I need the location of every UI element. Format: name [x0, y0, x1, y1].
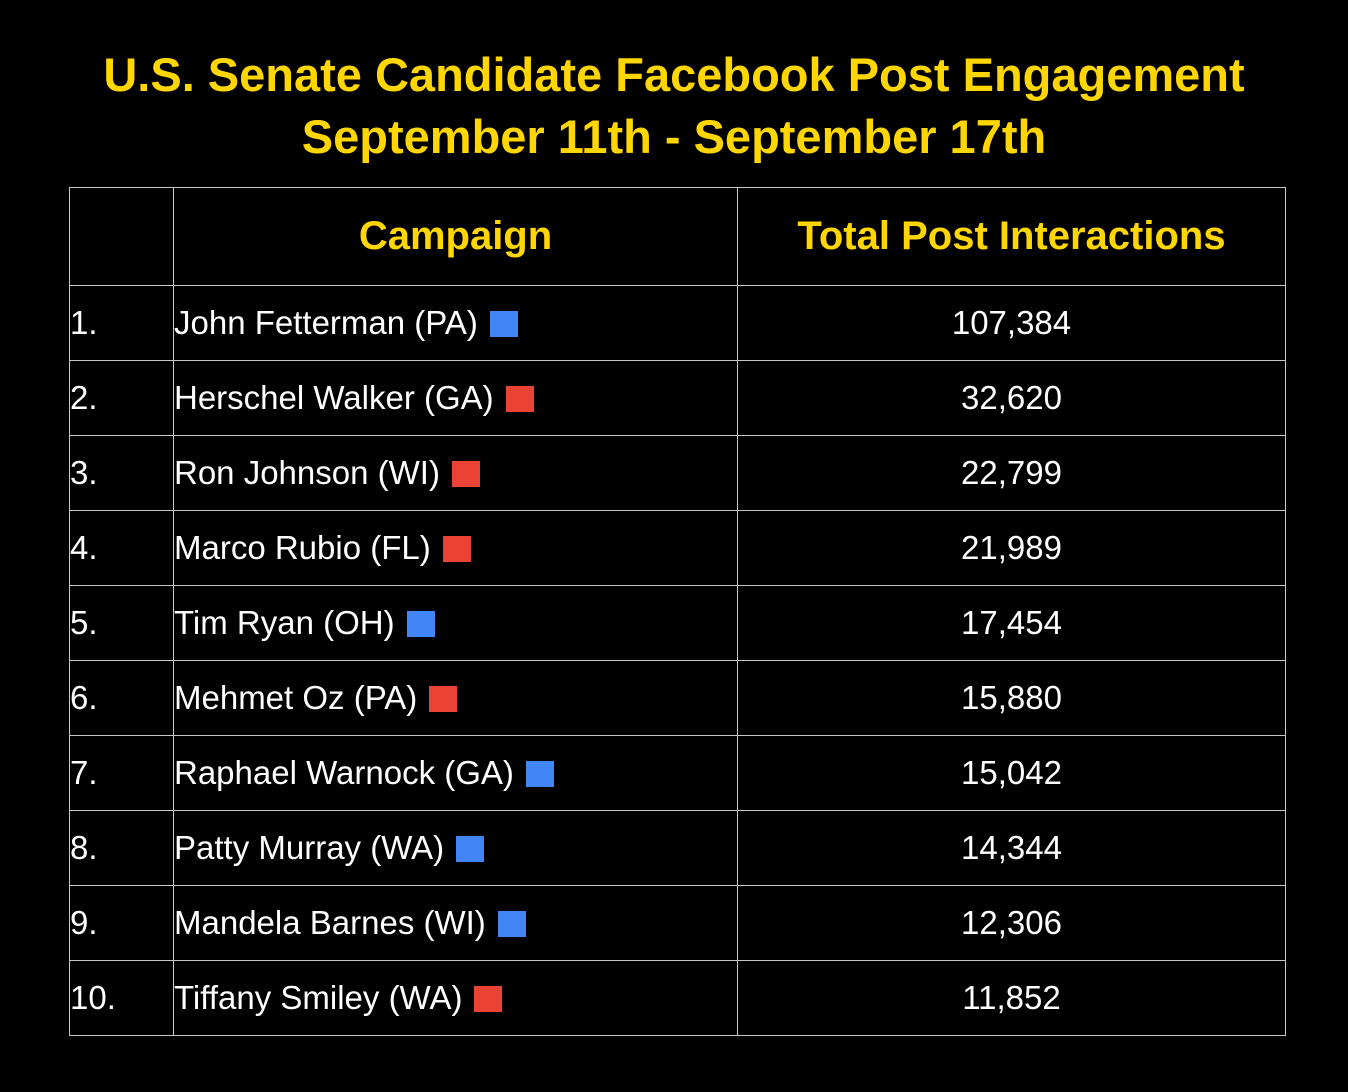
rank-cell: 2. [69, 360, 174, 436]
table-body: 1. John Fetterman (PA) 107,384 2. Herschel W… [69, 285, 1286, 1036]
interactions-cell: 12,306 [737, 885, 1286, 961]
table-row: 9. Mandela Barnes (WI) 12,306 [69, 885, 1286, 961]
campaign-cell: Marco Rubio (FL) [173, 510, 738, 586]
table-row: 5. Tim Ryan (OH) 17,454 [69, 585, 1286, 661]
rank-cell: 4. [69, 510, 174, 586]
table-row: 10. Tiffany Smiley (WA) 11,852 [69, 960, 1286, 1036]
table-row: 2. Herschel Walker (GA) 32,620 [69, 360, 1286, 436]
table-row: 3. Ron Johnson (WI) 22,799 [69, 435, 1286, 511]
campaign-name: Herschel Walker (GA) [174, 379, 494, 416]
campaign-cell: Tim Ryan (OH) [173, 585, 738, 661]
header-interactions: Total Post Interactions [737, 187, 1286, 286]
campaign-cell: Ron Johnson (WI) [173, 435, 738, 511]
party-color-square-icon [429, 686, 458, 712]
campaign-name: Tim Ryan (OH) [174, 604, 395, 641]
interactions-cell: 15,042 [737, 735, 1286, 811]
rank-cell: 6. [69, 660, 174, 736]
header-rank [69, 187, 174, 286]
campaign-name: Mehmet Oz (PA) [174, 679, 418, 716]
table-row: 1. John Fetterman (PA) 107,384 [69, 285, 1286, 361]
campaign-name: Ron Johnson (WI) [174, 454, 440, 491]
campaign-name: John Fetterman (PA) [174, 304, 478, 341]
rank-cell: 3. [69, 435, 174, 511]
header-row: Campaign Total Post Interactions [69, 187, 1286, 286]
campaign-name: Mandela Barnes (WI) [174, 904, 486, 941]
table-row: 6. Mehmet Oz (PA) 15,880 [69, 660, 1286, 736]
party-color-square-icon [456, 836, 485, 862]
rank-cell: 5. [69, 585, 174, 661]
party-color-square-icon [505, 386, 534, 412]
table-row: 7. Raphael Warnock (GA) 15,042 [69, 735, 1286, 811]
interactions-cell: 32,620 [737, 360, 1286, 436]
party-color-square-icon [406, 611, 435, 637]
interactions-cell: 17,454 [737, 585, 1286, 661]
campaign-cell: Patty Murray (WA) [173, 810, 738, 886]
chart-title: U.S. Senate Candidate Facebook Post Enga… [0, 44, 1348, 168]
title-line-1: U.S. Senate Candidate Facebook Post Enga… [103, 48, 1245, 101]
header-campaign: Campaign [173, 187, 738, 286]
campaign-cell: Mandela Barnes (WI) [173, 885, 738, 961]
rank-cell: 8. [69, 810, 174, 886]
party-color-square-icon [525, 761, 554, 787]
title-line-2: September 11th - September 17th [301, 110, 1047, 163]
rank-cell: 1. [69, 285, 174, 361]
campaign-name: Patty Murray (WA) [174, 829, 445, 866]
party-color-square-icon [497, 911, 526, 937]
campaign-cell: John Fetterman (PA) [173, 285, 738, 361]
interactions-cell: 15,880 [737, 660, 1286, 736]
table-row: 4. Marco Rubio (FL) 21,989 [69, 510, 1286, 586]
campaign-cell: Tiffany Smiley (WA) [173, 960, 738, 1036]
rank-cell: 10. [69, 960, 174, 1036]
campaign-cell: Raphael Warnock (GA) [173, 735, 738, 811]
party-color-square-icon [451, 461, 480, 487]
interactions-cell: 22,799 [737, 435, 1286, 511]
interactions-cell: 107,384 [737, 285, 1286, 361]
rank-cell: 9. [69, 885, 174, 961]
campaign-name: Tiffany Smiley (WA) [174, 979, 463, 1016]
campaign-name: Marco Rubio (FL) [174, 529, 431, 566]
campaign-name: Raphael Warnock (GA) [174, 754, 514, 791]
campaign-cell: Mehmet Oz (PA) [173, 660, 738, 736]
party-color-square-icon [489, 311, 518, 337]
ranking-table: Campaign Total Post Interactions 1. John … [69, 187, 1286, 1036]
rank-cell: 7. [69, 735, 174, 811]
table-row: 8. Patty Murray (WA) 14,344 [69, 810, 1286, 886]
interactions-cell: 14,344 [737, 810, 1286, 886]
campaign-cell: Herschel Walker (GA) [173, 360, 738, 436]
party-color-square-icon [442, 536, 471, 562]
interactions-cell: 11,852 [737, 960, 1286, 1036]
interactions-cell: 21,989 [737, 510, 1286, 586]
party-color-square-icon [474, 986, 503, 1012]
